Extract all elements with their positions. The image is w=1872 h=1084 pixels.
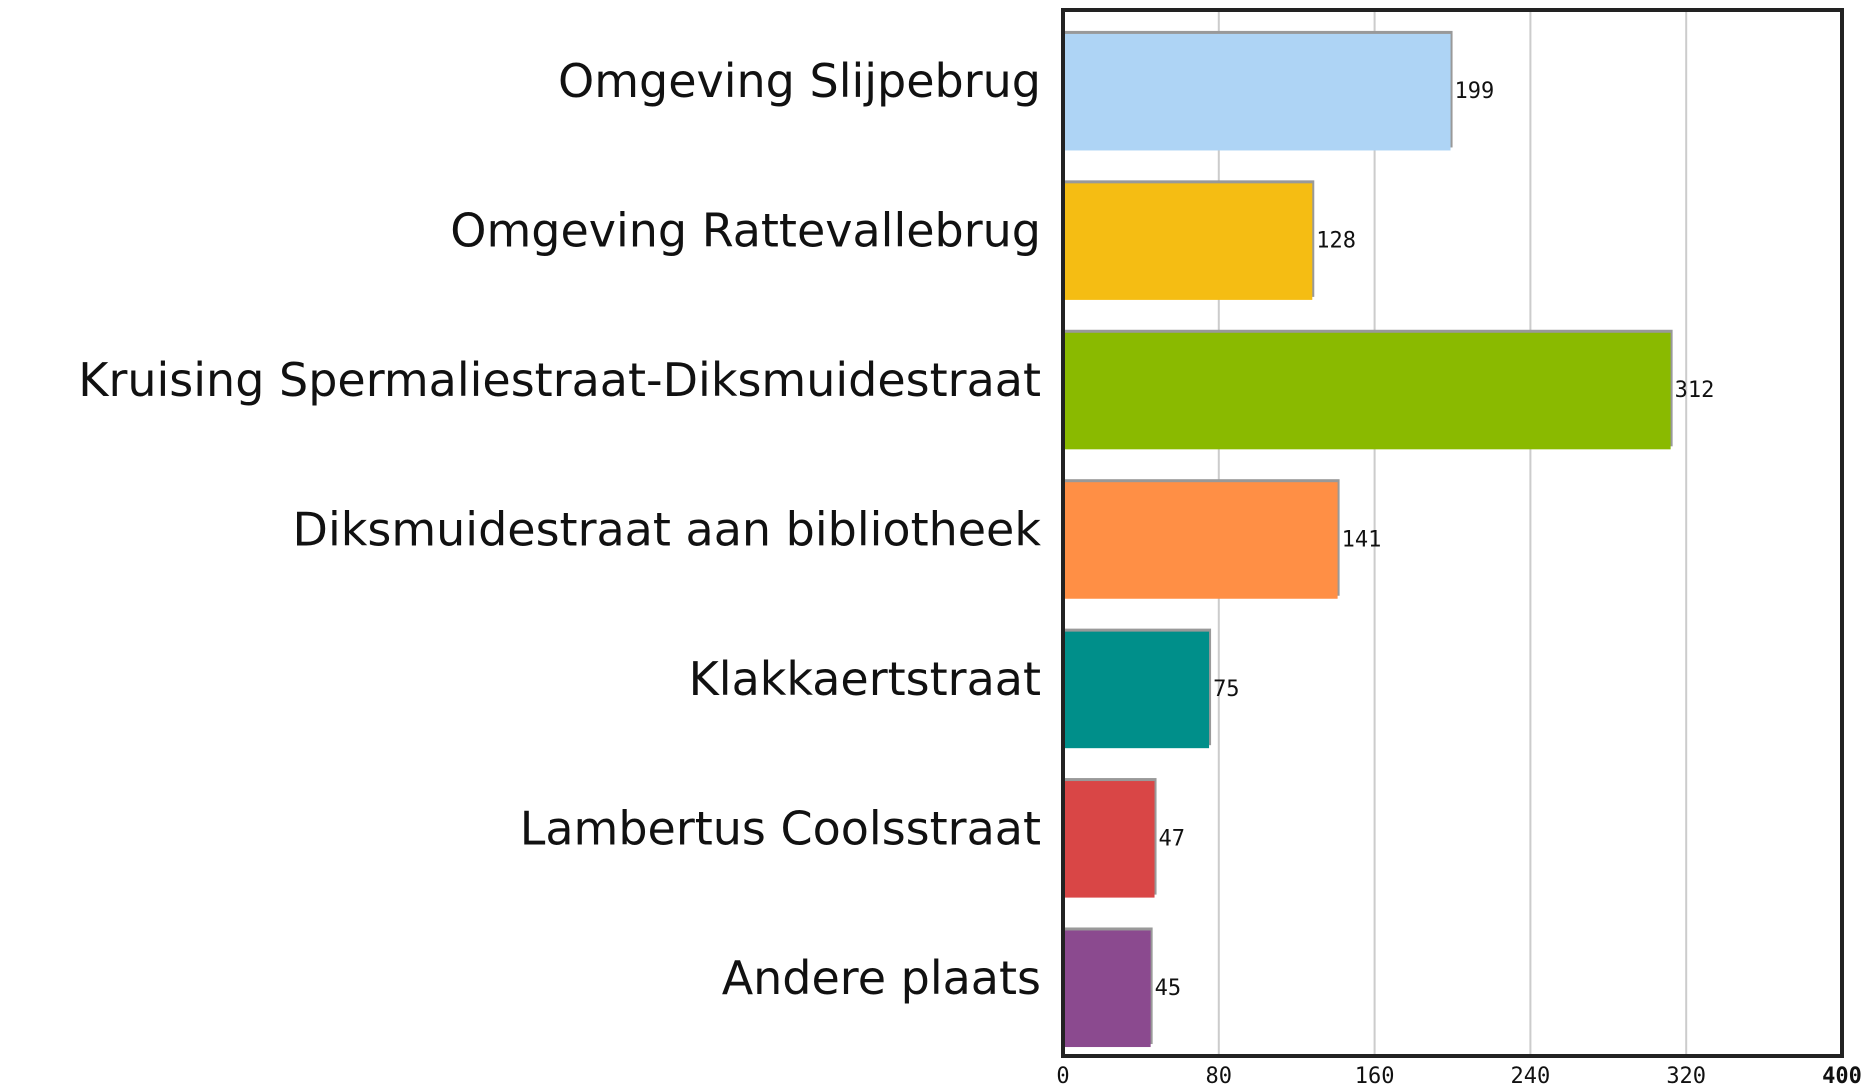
category-label: Omgeving Slijpebrug — [558, 54, 1041, 108]
value-label: 199 — [1455, 79, 1495, 104]
value-label: 75 — [1213, 677, 1240, 702]
value-label: 312 — [1675, 378, 1715, 403]
category-label: Omgeving Rattevallebrug — [450, 204, 1041, 258]
category-label: Kruising Spermaliestraat-Diksmuidestraat — [78, 353, 1041, 407]
bar — [1063, 781, 1155, 898]
category-label: Klakkaertstraat — [689, 652, 1041, 706]
category-label: Lambertus Coolsstraat — [520, 801, 1041, 855]
category-label: Andere plaats — [722, 951, 1041, 1005]
bar — [1063, 482, 1338, 599]
bar — [1063, 33, 1451, 151]
category-label: Diksmuidestraat aan bibliotheek — [293, 503, 1042, 557]
bar — [1063, 183, 1313, 300]
plot-frame — [1061, 8, 1844, 1058]
bar — [1063, 631, 1210, 749]
value-label: 128 — [1316, 229, 1356, 254]
bar — [1063, 930, 1151, 1048]
value-label: 45 — [1155, 976, 1182, 1001]
value-label: 47 — [1159, 826, 1186, 851]
x-tick-label: 0 — [1056, 1064, 1069, 1084]
x-tick-label: 320 — [1666, 1064, 1706, 1084]
bar — [1063, 332, 1671, 450]
value-label: 141 — [1342, 527, 1382, 552]
x-tick-label: 80 — [1206, 1064, 1233, 1084]
x-tick-label: 400 — [1822, 1064, 1862, 1084]
x-tick-label: 240 — [1511, 1064, 1551, 1084]
x-tick-label: 160 — [1355, 1064, 1395, 1084]
